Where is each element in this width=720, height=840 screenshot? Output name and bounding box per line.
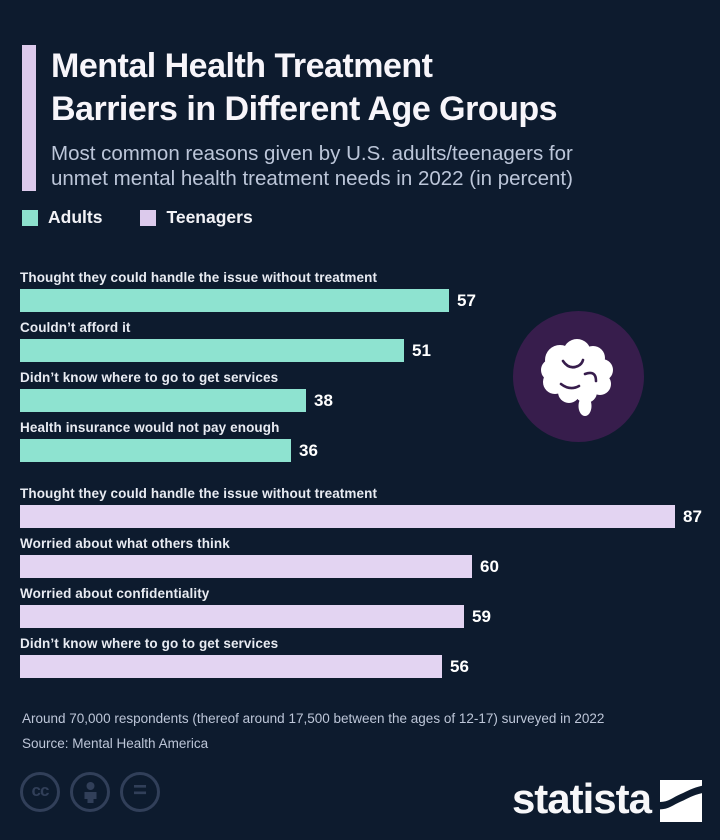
page-title: Mental Health Treatment Barriers in Diff… bbox=[51, 45, 573, 130]
bar-line: 38 bbox=[20, 389, 710, 412]
chart-legend: Adults Teenagers bbox=[22, 207, 253, 228]
bar-value: 56 bbox=[450, 656, 469, 676]
legend-swatch bbox=[140, 209, 157, 226]
legend-item-teenagers: Teenagers bbox=[140, 207, 253, 228]
bar-line: 56 bbox=[20, 655, 710, 678]
footnote: Around 70,000 respondents (thereof aroun… bbox=[22, 711, 605, 726]
bar-label: Health insurance would not pay enough bbox=[20, 420, 280, 435]
bar-label: Worried about confidentiality bbox=[20, 586, 210, 601]
legend-label: Teenagers bbox=[166, 207, 253, 227]
bar-row: Thought they could handle the issue with… bbox=[20, 486, 710, 528]
bar-value: 60 bbox=[480, 556, 499, 576]
bar-value: 87 bbox=[683, 506, 702, 526]
bar-value: 59 bbox=[472, 606, 491, 626]
bar-label: Couldn’t afford it bbox=[20, 320, 131, 335]
title-line-1: Mental Health Treatment bbox=[51, 47, 433, 85]
bar-value: 36 bbox=[299, 440, 318, 460]
bar-adults-51 bbox=[20, 339, 404, 362]
legend-label: Adults bbox=[48, 207, 103, 227]
bar-label: Didn’t know where to go to get services bbox=[20, 636, 279, 651]
bar-chart: Thought they could handle the issue with… bbox=[20, 270, 710, 686]
bar-row: Worried about what others think 60 bbox=[20, 536, 710, 578]
chart-subtitle: Most common reasons given by U.S. adults… bbox=[51, 141, 573, 191]
cc-by-person-icon bbox=[70, 772, 110, 812]
bar-line: 60 bbox=[20, 555, 710, 578]
subtitle-line-1: Most common reasons given by U.S. adults… bbox=[51, 142, 573, 165]
bar-value: 51 bbox=[412, 340, 431, 360]
bar-adults-36 bbox=[20, 439, 291, 462]
bar-teenagers-60 bbox=[20, 555, 472, 578]
series-teenagers: Thought they could handle the issue with… bbox=[20, 486, 710, 678]
subtitle-line-2: unmet mental health treatment needs in 2… bbox=[51, 167, 573, 190]
series-adults: Thought they could handle the issue with… bbox=[20, 270, 710, 462]
bar-value: 57 bbox=[457, 290, 476, 310]
bar-label: Worried about what others think bbox=[20, 536, 230, 551]
legend-item-adults: Adults bbox=[22, 207, 102, 228]
header: Mental Health Treatment Barriers in Diff… bbox=[22, 45, 573, 191]
bar-row: Didn’t know where to go to get services 3… bbox=[20, 370, 710, 412]
bar-row: Didn’t know where to go to get services 5… bbox=[20, 636, 710, 678]
cc-equals-icon: = bbox=[120, 772, 160, 812]
bar-label: Didn’t know where to go to get services bbox=[20, 370, 279, 385]
statista-logo-mark bbox=[660, 780, 702, 822]
source-line: Source: Mental Health America bbox=[22, 736, 209, 751]
bar-line: 51 bbox=[20, 339, 710, 362]
bar-row: Health insurance would not pay enough 36 bbox=[20, 420, 710, 462]
bar-value: 38 bbox=[314, 390, 333, 410]
bar-adults-57 bbox=[20, 289, 449, 312]
bar-adults-38 bbox=[20, 389, 306, 412]
bar-row: Couldn’t afford it 51 bbox=[20, 320, 710, 362]
title-line-2: Barriers in Different Age Groups bbox=[51, 89, 558, 128]
cc-icon: cc bbox=[20, 772, 60, 812]
title-accent-bar bbox=[22, 45, 36, 191]
bar-line: 59 bbox=[20, 605, 710, 628]
statista-wordmark: statista bbox=[511, 775, 652, 822]
bar-teenagers-56 bbox=[20, 655, 442, 678]
bar-label: Thought they could handle the issue with… bbox=[20, 486, 378, 501]
brain-icon bbox=[513, 311, 644, 442]
cc-license-icons: cc = bbox=[20, 772, 160, 812]
bar-label: Thought they could handle the issue with… bbox=[20, 270, 378, 285]
bar-teenagers-59 bbox=[20, 605, 464, 628]
legend-swatch bbox=[22, 209, 38, 226]
bar-line: 36 bbox=[20, 439, 710, 462]
bar-row: Worried about confidentiality 59 bbox=[20, 586, 710, 628]
bar-line: 87 bbox=[20, 505, 710, 528]
bar-teenagers-87 bbox=[20, 505, 675, 528]
statista-logo: statista bbox=[512, 778, 702, 824]
bar-row: Thought they could handle the issue with… bbox=[20, 270, 710, 312]
bar-line: 57 bbox=[20, 289, 710, 312]
